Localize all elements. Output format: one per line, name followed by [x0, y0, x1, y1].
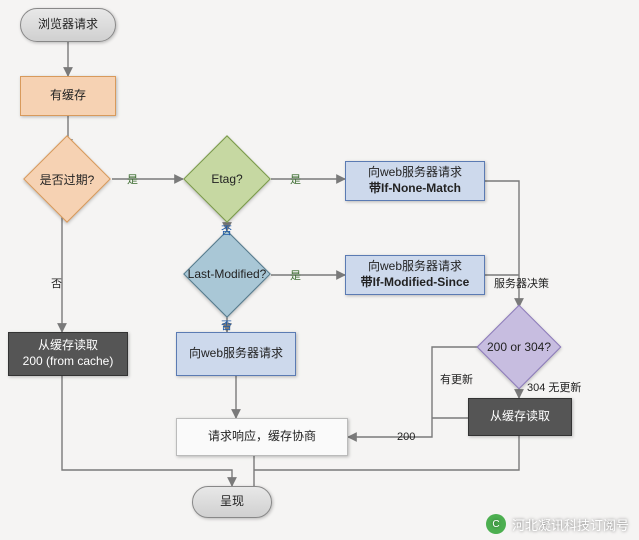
node-start-label: 浏览器请求 — [32, 15, 104, 35]
node-req_plain-label: 向web服务器请求 — [183, 344, 289, 364]
node-status-label: 200 or 304? — [469, 317, 569, 377]
node-from_cache-label: 从缓存读取 200 (from cache) — [17, 336, 120, 371]
node-etag: Etag? — [196, 148, 258, 210]
node-req_ifnone: 向web服务器请求带If-None-Match — [345, 161, 485, 201]
node-negotiate-label: 请求响应，缓存协商 — [202, 427, 322, 447]
node-req_ifmod-label: 向web服务器请求带If-Modified-Since — [355, 257, 476, 292]
node-lastmod: Last-Modified? — [196, 243, 258, 305]
node-has_cache-label: 有缓存 — [44, 86, 92, 106]
node-from_cache2-label: 从缓存读取 — [484, 407, 556, 427]
node-req_ifnone-label: 向web服务器请求带If-None-Match — [362, 163, 468, 198]
footer-text: 河北凝讯科技订阅号 — [512, 515, 629, 534]
node-req_ifmod: 向web服务器请求带If-Modified-Since — [345, 255, 485, 295]
edge-label-two_hundred: 200 — [397, 431, 415, 443]
node-from_cache: 从缓存读取 200 (from cache) — [8, 332, 128, 376]
edge-label-no_update: 304 无更新 — [527, 379, 581, 395]
node-expired-label: 是否过期? — [16, 148, 118, 210]
node-has_cache: 有缓存 — [20, 76, 116, 116]
edge-label-lastmod_no: 否 — [221, 317, 232, 333]
node-lastmod-label: Last-Modified? — [176, 243, 278, 305]
node-req_plain: 向web服务器请求 — [176, 332, 296, 376]
edge-label-server_dec: 服务器决策 — [494, 275, 549, 291]
node-render: 呈现 — [192, 486, 272, 518]
edge-label-has_update: 有更新 — [440, 371, 473, 387]
edge-label-etag_yes: 是 — [290, 171, 301, 187]
node-from_cache2: 从缓存读取 — [468, 398, 572, 436]
edge-12 — [348, 347, 479, 437]
node-render-label: 呈现 — [214, 492, 250, 512]
node-etag-label: Etag? — [176, 148, 278, 210]
edge-label-lastmod_yes: 是 — [290, 267, 301, 283]
node-expired: 是否过期? — [36, 148, 98, 210]
edge-label-expired_no: 否 — [51, 275, 62, 291]
footer: C 河北凝讯科技订阅号 — [486, 514, 629, 534]
edge-label-expired_yes: 是 — [127, 171, 138, 187]
wechat-icon: C — [486, 514, 506, 534]
node-status: 200 or 304? — [489, 317, 549, 377]
edge-label-etag_no: 否 — [221, 222, 232, 238]
node-start: 浏览器请求 — [20, 8, 116, 42]
node-negotiate: 请求响应，缓存协商 — [176, 418, 348, 456]
